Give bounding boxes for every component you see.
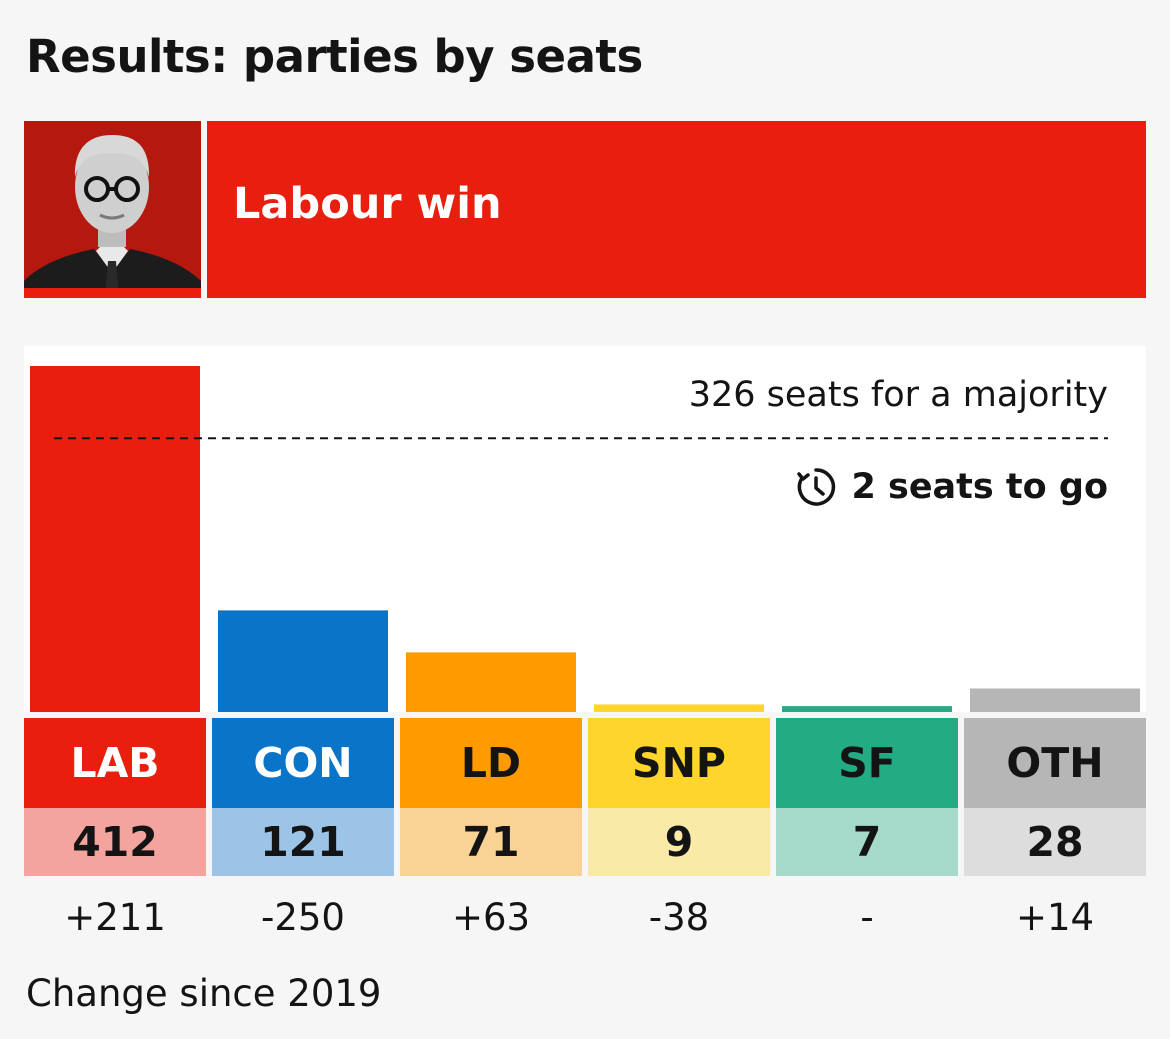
party-seats-oth: 28 [964,808,1146,876]
party-abbr-snp: SNP [588,718,770,808]
party-seats-sf: 7 [776,808,958,876]
change-caption: Change since 2019 [26,972,382,1015]
bar-ld [406,652,576,712]
majority-label: 326 seats for a majority [688,375,1108,415]
party-cell-con: CON 121 [212,718,394,876]
party-seats-ld: 71 [400,808,582,876]
bar-oth [970,688,1140,712]
bars-svg [30,366,1140,712]
party-seats-lab: 412 [24,808,206,876]
result-banner-text: Labour win [233,179,502,229]
party-cell-sf: SF 7 [776,718,958,876]
bar-sf [782,706,952,712]
leader-photo [24,121,201,298]
party-cell-lab: LAB 412 [24,718,206,876]
result-banner: Labour win [207,121,1146,298]
clock-timer-icon [797,468,836,506]
bar-snp [594,704,764,712]
chart-title: Results: parties by seats [26,30,643,83]
bar-con [218,610,388,712]
party-abbr-con: CON [212,718,394,808]
party-labels: LAB 412 CON 121 LD 71 SNP 9 SF 7 OTH 28 [24,718,1146,876]
seats-to-go: 2 seats to go [795,466,1108,508]
party-change-snp: -38 [648,896,710,939]
party-change-lab: +211 [64,896,166,939]
seats-to-go-label: 2 seats to go [851,466,1108,507]
bar-lab [30,366,200,712]
party-abbr-ld: LD [400,718,582,808]
party-seats-snp: 9 [588,808,770,876]
banner-photo-stripe [24,288,201,298]
seats-bar-chart: 326 seats for a majority 2 seats to go [24,346,1146,712]
seat-changes: +211 -250 +63 -38 - +14 [24,896,1146,940]
leader-portrait-icon [24,121,201,298]
party-seats-con: 121 [212,808,394,876]
party-cell-snp: SNP 9 [588,718,770,876]
party-cell-oth: OTH 28 [964,718,1146,876]
party-change-con: -250 [261,896,345,939]
party-change-sf: - [860,896,874,939]
party-abbr-oth: OTH [964,718,1146,808]
party-cell-ld: LD 71 [400,718,582,876]
party-abbr-lab: LAB [24,718,206,808]
party-abbr-sf: SF [776,718,958,808]
party-change-ld: +63 [451,896,531,939]
party-change-oth: +14 [1015,896,1095,939]
